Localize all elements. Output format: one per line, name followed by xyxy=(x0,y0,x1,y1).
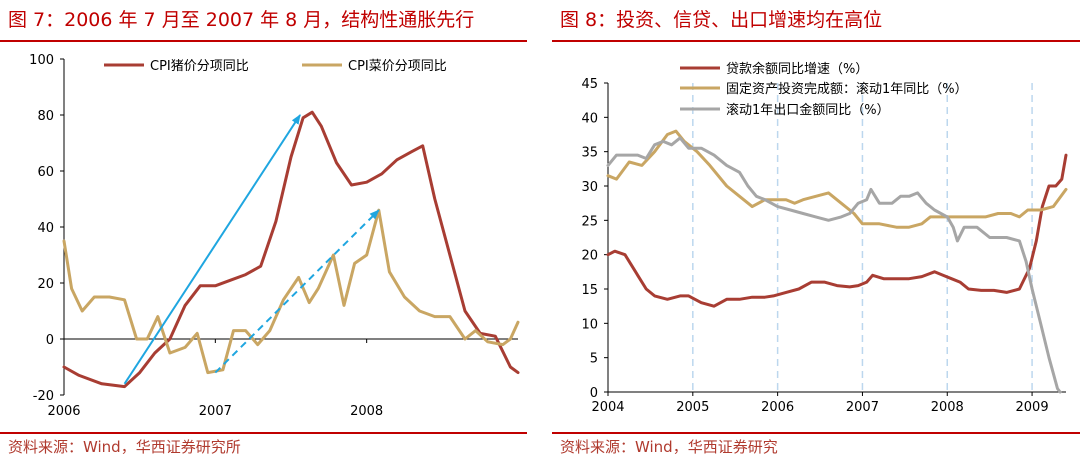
x-tick-label: 2008 xyxy=(931,400,964,415)
x-tick-label: 2008 xyxy=(350,404,383,419)
y-tick-label: 40 xyxy=(37,221,54,236)
x-tick-label: 2006 xyxy=(761,400,794,415)
series-line-loan-growth xyxy=(606,153,1068,308)
y-tick-label: 5 xyxy=(590,352,598,367)
y-tick-label: 80 xyxy=(37,109,54,124)
series-line-veg-cpi xyxy=(62,208,520,375)
figure-8-title: 图 8：投资、信贷、出口增速均在高位 xyxy=(560,9,883,31)
figure-7-panel: 图 7：2006 年 7 月至 2007 年 8 月，结构性通胀先行 -20 0 2… xyxy=(0,0,527,466)
y-tick-label: 20 xyxy=(37,277,54,292)
legend-label-pork: CPI猪价分项同比 xyxy=(150,59,249,74)
figure-8-panel: 图 8：投资、信贷、出口增速均在高位 0 5 10 15 20 25 30 35 40 45 200… xyxy=(552,0,1080,466)
y-tick-label: 30 xyxy=(581,180,598,195)
series-line-fixed-investment xyxy=(606,129,1068,229)
series-line-pork-cpi xyxy=(62,110,520,389)
figure-7-title: 图 7：2006 年 7 月至 2007 年 8 月，结构性通胀先行 xyxy=(8,9,475,31)
y-tick-label: -20 xyxy=(33,389,54,404)
figure-8-source: 资料来源：Wind，华西证券研究 xyxy=(560,438,778,456)
source-rule xyxy=(552,432,1080,434)
y-tick-label: 0 xyxy=(46,333,54,348)
y-tick-label: 10 xyxy=(581,317,598,332)
title-rule xyxy=(552,40,1080,42)
y-tick-label: 100 xyxy=(29,53,54,68)
y-tick-label: 35 xyxy=(581,146,598,161)
y-tick-label: 15 xyxy=(581,283,598,298)
x-tick-label: 2004 xyxy=(591,400,624,415)
y-tick-label: 0 xyxy=(590,386,598,401)
y-tick-label: 20 xyxy=(581,249,598,264)
source-rule xyxy=(0,432,527,434)
figure-7-source: 资料来源：Wind，华西证券研究所 xyxy=(8,438,241,456)
legend-label-export: 滚动1年出口金额同比（%） xyxy=(726,102,890,118)
series-line-export-growth xyxy=(606,136,1062,394)
x-tick-label: 2006 xyxy=(47,404,80,419)
y-tick-label: 40 xyxy=(581,111,598,126)
legend-label-veg: CPI菜价分项同比 xyxy=(348,59,447,74)
dashed-arrow-annotation xyxy=(214,209,380,374)
x-tick-label: 2005 xyxy=(676,400,709,415)
pork-veg-cpi-chart: -20 0 20 40 60 80 100 2006 2007 2008 CPI猪价分项同比 CPI菜… xyxy=(29,53,520,419)
y-tick-label: 60 xyxy=(37,165,54,180)
title-rule xyxy=(0,40,527,42)
x-tick-label: 2007 xyxy=(199,404,232,419)
solid-arrow-annotation xyxy=(123,114,301,385)
legend-label-loan: 贷款余额同比增速（%） xyxy=(726,61,868,77)
y-tick-label: 25 xyxy=(581,214,598,229)
legend-label-investment: 固定资产投资完成额：滚动1年同比（%） xyxy=(726,81,968,97)
x-tick-label: 2007 xyxy=(846,400,879,415)
y-tick-label: 45 xyxy=(581,77,598,92)
x-tick-label: 2009 xyxy=(1016,400,1049,415)
investment-credit-export-chart: 0 5 10 15 20 25 30 35 40 45 2004 2005 2006 2007 2008 20… xyxy=(581,61,1068,415)
